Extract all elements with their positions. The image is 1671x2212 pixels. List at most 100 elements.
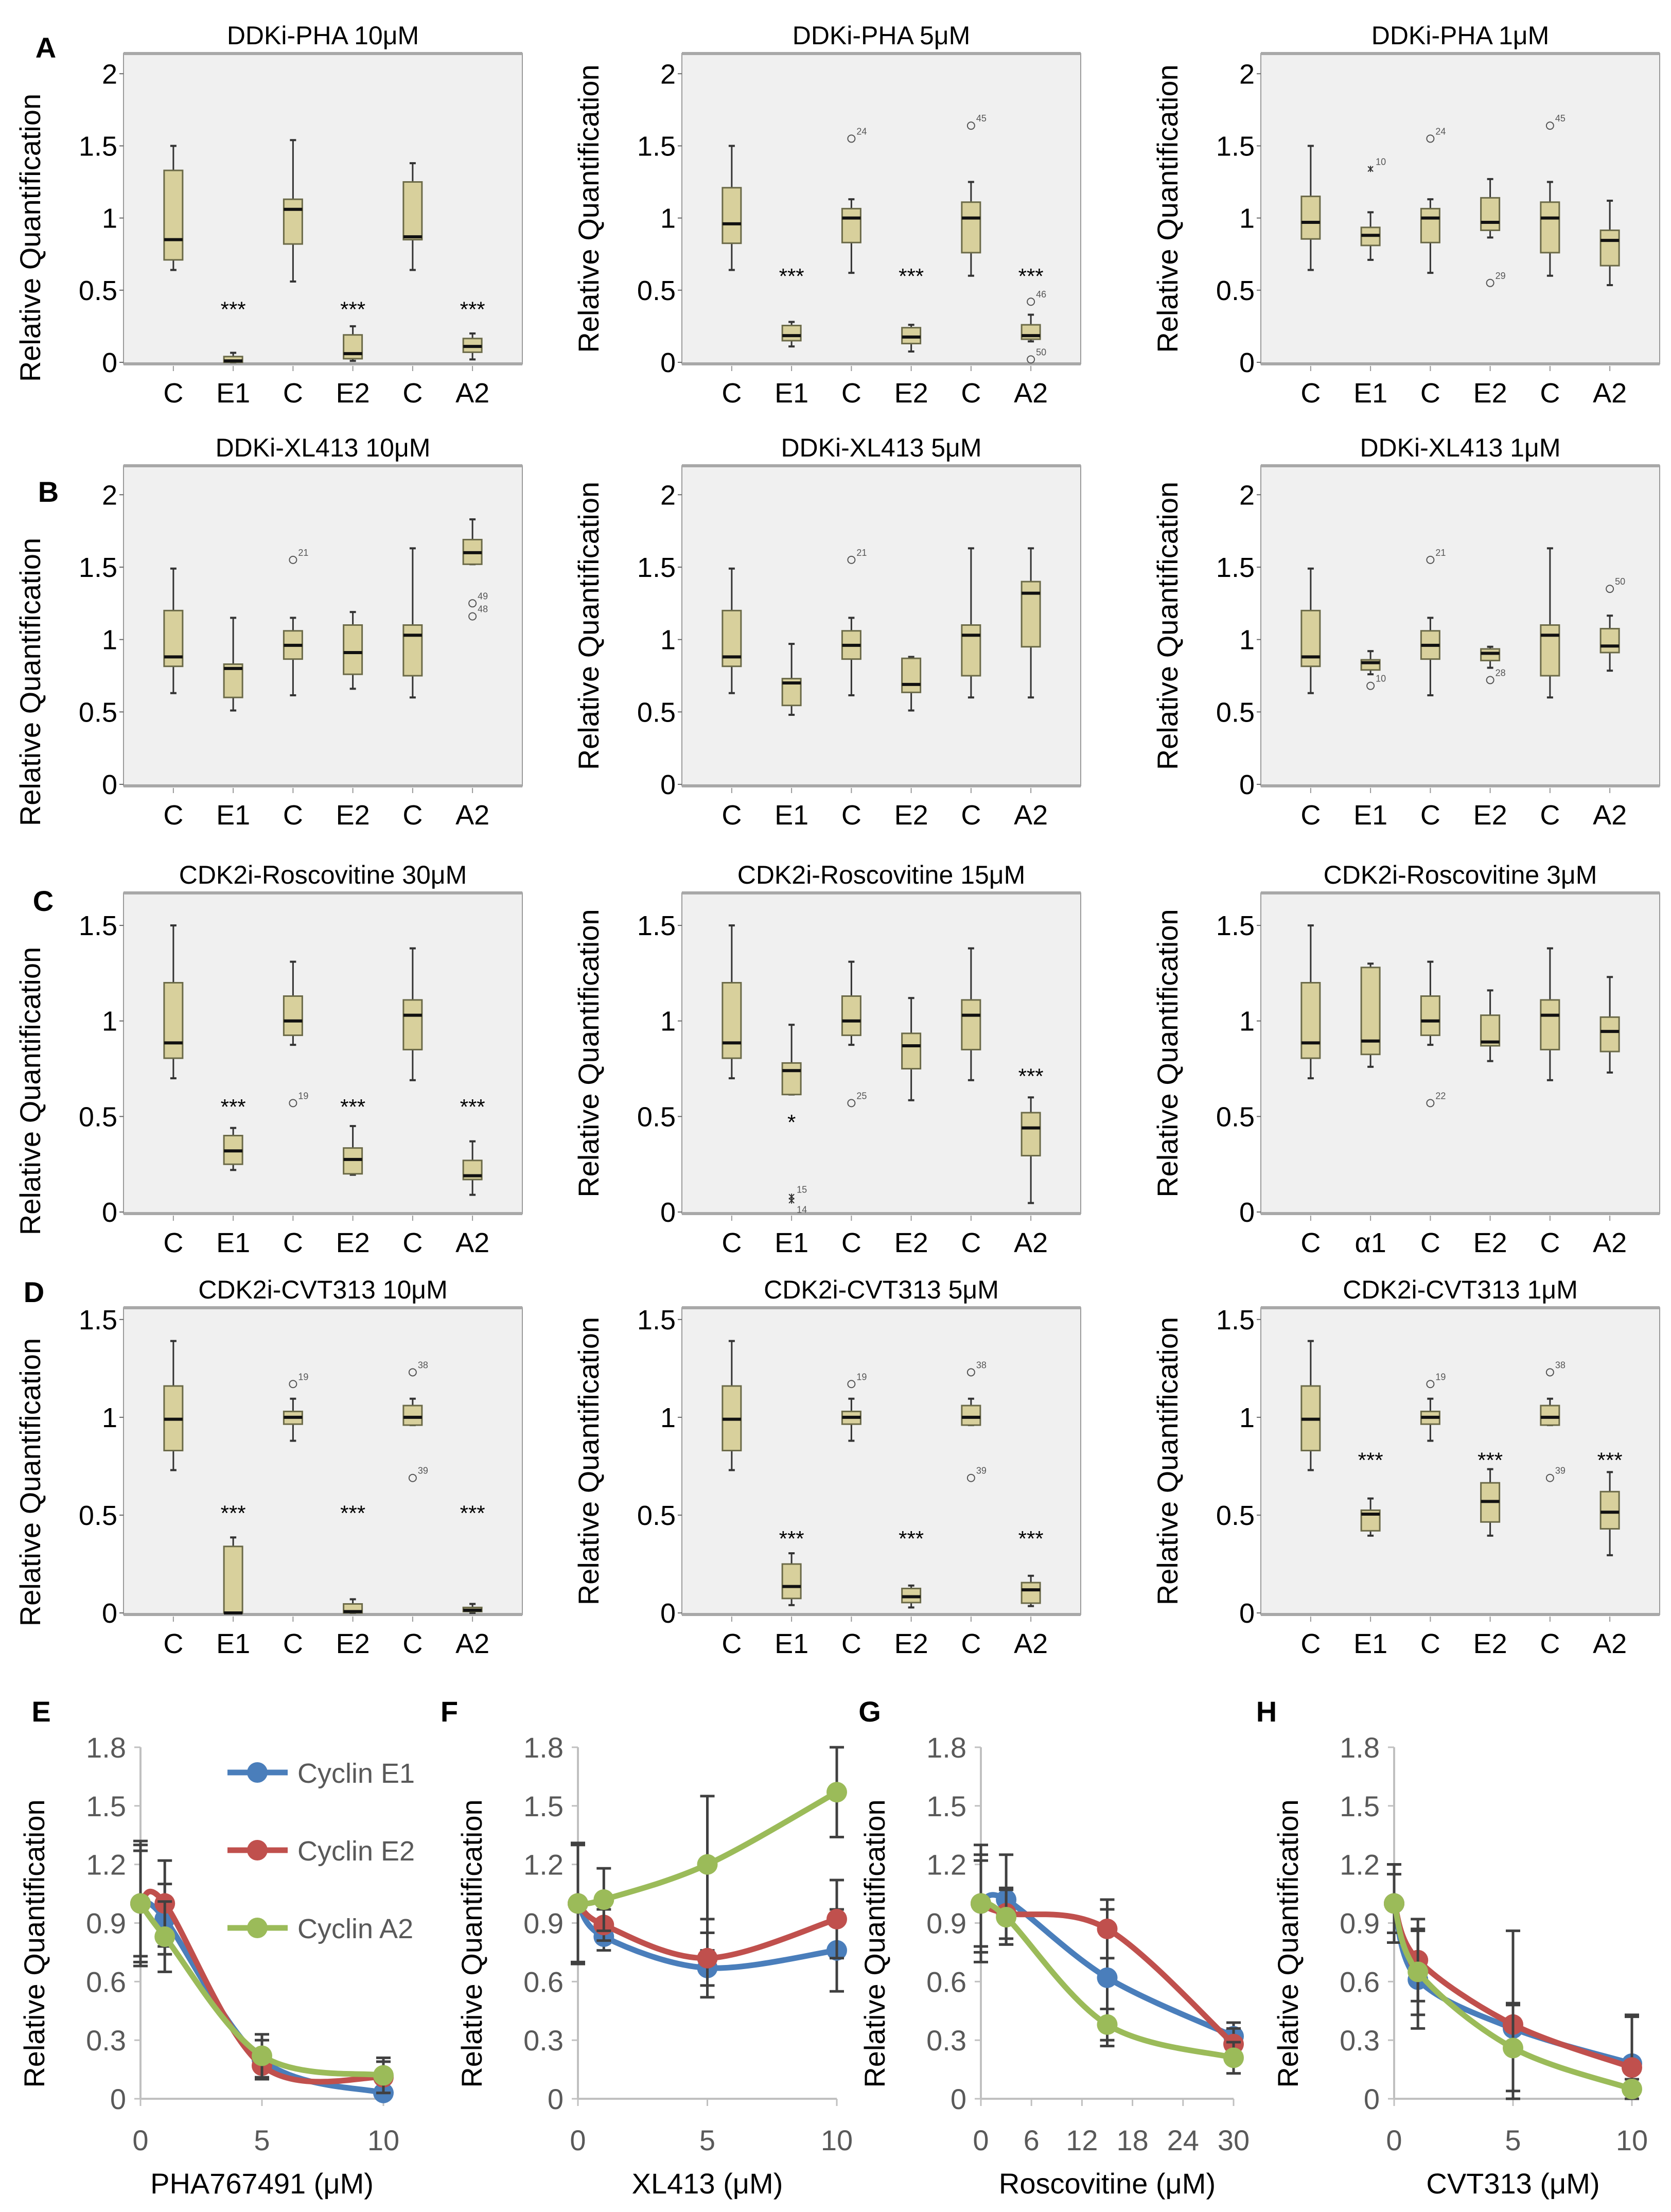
- outlier-label: 38: [418, 1360, 428, 1370]
- iqr-box: [402, 181, 423, 241]
- y-axis-title: Relative Quantification: [1151, 482, 1184, 770]
- box-e2: *** E2: [894, 1526, 928, 1659]
- x-category-label: E2: [894, 378, 928, 409]
- outlier-point: [289, 555, 297, 564]
- iqr-box: [1599, 229, 1620, 267]
- panel-label: G: [858, 1695, 881, 1728]
- line-chart-panel: H 0 0.3 0.6 0.9 1.2 1.5 1.8 0 5 10 CVT313 (μM) Relat…: [1256, 1695, 1648, 2200]
- x-category-label: C: [163, 1628, 183, 1659]
- box-e1: 10 E1: [1353, 156, 1387, 409]
- outlier-label: 29: [1496, 271, 1506, 281]
- y-tick-label: 1: [660, 625, 676, 656]
- y-tick-label: 1: [102, 625, 117, 656]
- y-tick-label: 0: [660, 347, 676, 378]
- chart-title: CDK2i-Roscovitine 30μM: [179, 861, 467, 889]
- x-category-label: A2: [1593, 800, 1627, 831]
- series-cyclin-a2: [568, 1746, 847, 1965]
- outlier-point: [1027, 355, 1035, 364]
- y-tick-label: 1.5: [1340, 1790, 1380, 1822]
- chart-title: DDKi-XL413 5μM: [781, 433, 981, 462]
- box-c: C: [1540, 947, 1560, 1258]
- box-a2: *** A2: [455, 1095, 489, 1258]
- outlier-point: [1545, 121, 1554, 130]
- iqr-box: [343, 624, 363, 675]
- x-axis-title: PHA767491 (μM): [150, 2167, 374, 2200]
- x-category-label: E1: [775, 1227, 808, 1258]
- y-tick-label: 1: [660, 1402, 676, 1433]
- box-c: C: [163, 924, 184, 1258]
- x-axis-title: CVT313 (μM): [1426, 2167, 1599, 2200]
- x-category-label: C: [402, 1628, 423, 1659]
- iqr-box: [1021, 581, 1041, 648]
- y-axis-title: Relative Quantification: [572, 1317, 605, 1605]
- data-point: [154, 1926, 175, 1947]
- x-category-label: C: [283, 1628, 303, 1659]
- iqr-box: [961, 624, 981, 677]
- box-e1: E1: [775, 643, 808, 831]
- outlier-point: [468, 599, 477, 608]
- box-a2: *** A2: [1014, 1526, 1048, 1659]
- box-c: C: [402, 162, 423, 409]
- iqr-box: [901, 1032, 922, 1070]
- outlier-label: 19: [298, 1372, 308, 1382]
- box-e2: 29 E2: [1473, 178, 1507, 409]
- iqr-box: [1540, 624, 1560, 677]
- data-point: [1097, 2014, 1118, 2035]
- x-category-label: C: [1420, 800, 1440, 831]
- x-category-label: C: [163, 800, 183, 831]
- x-category-label: E2: [1473, 1628, 1507, 1659]
- y-tick-label: 0.3: [523, 2024, 564, 2057]
- y-tick-label: 0.5: [79, 275, 117, 306]
- outlier-label: 15: [797, 1184, 807, 1195]
- significance-stars: ***: [1477, 1448, 1503, 1472]
- plot-area: [681, 1307, 1081, 1615]
- chart-title: CDK2i-CVT313 5μM: [764, 1275, 999, 1304]
- x-category-label: C: [961, 1628, 981, 1659]
- outlier-point: [847, 1099, 856, 1108]
- y-tick-label: 1.5: [86, 1790, 126, 1822]
- outlier-point: [966, 1368, 975, 1377]
- outlier-label: 39: [418, 1466, 428, 1476]
- box-c: 45 C: [961, 113, 987, 409]
- y-tick-label: 0: [102, 1197, 117, 1228]
- iqr-box: [1599, 628, 1620, 654]
- outlier-point: [408, 1473, 417, 1482]
- chart-title: DDKi-PHA 1μM: [1371, 21, 1550, 50]
- significance-stars: ***: [460, 297, 485, 321]
- x-category-label: E1: [216, 1628, 250, 1659]
- line-chart-panel: E 0 0.3 0.6 0.9 1.2 1.5 1.8 0 5 10 PHA767491 (μM) Re…: [18, 1695, 415, 2200]
- box-c: C: [163, 567, 184, 831]
- box-c: 38 39 C: [961, 1360, 987, 1659]
- x-category-label: A2: [455, 1628, 489, 1659]
- outlier-label: 19: [856, 1372, 867, 1382]
- boxplot-panel: A DDKi-PHA 10μM 0 0.5 1 1.5 2 Relative Quantifi…: [14, 21, 523, 409]
- series-line: [575, 1902, 837, 1971]
- x-category-label: C: [1540, 1628, 1560, 1659]
- x-category-label: C: [402, 378, 423, 409]
- data-point: [1503, 2038, 1523, 2059]
- x-category-label: A2: [455, 378, 489, 409]
- x-category-label: E2: [894, 1628, 928, 1659]
- box-e2: *** E2: [336, 1501, 370, 1659]
- outlier-point: [1486, 278, 1494, 287]
- box-c: 19 C: [1420, 1372, 1446, 1659]
- y-tick-label: 1.8: [1340, 1731, 1380, 1764]
- series-line: [138, 1902, 384, 2078]
- y-axis-title: Relative Quantification: [1151, 1317, 1184, 1605]
- box-e1: *** E1: [216, 1501, 250, 1659]
- plot-area: [123, 892, 523, 1214]
- iqr-box: [781, 1062, 802, 1096]
- x-category-label: E2: [336, 1628, 370, 1659]
- series-line: [979, 1892, 1235, 2039]
- outlier-label: 38: [1555, 1360, 1566, 1370]
- boxplot-panel: C CDK2i-Roscovitine 30μM 0 0.5 1 1.5 Relative …: [14, 861, 523, 1258]
- x-category-label: A2: [1593, 1227, 1627, 1258]
- x-category-label: C: [1300, 800, 1321, 831]
- plot-area: [123, 53, 523, 364]
- box-e1: 10 E1: [1353, 650, 1387, 831]
- y-tick-label: 0.3: [926, 2024, 966, 2057]
- data-point: [1622, 2079, 1642, 2100]
- box-c: 21 C: [283, 548, 308, 831]
- boxplot-panel: CDK2i-Roscovitine 3μM 0 0.5 1 1.5 Relative Qu…: [1151, 861, 1660, 1258]
- x-category-label: A2: [1014, 1628, 1048, 1659]
